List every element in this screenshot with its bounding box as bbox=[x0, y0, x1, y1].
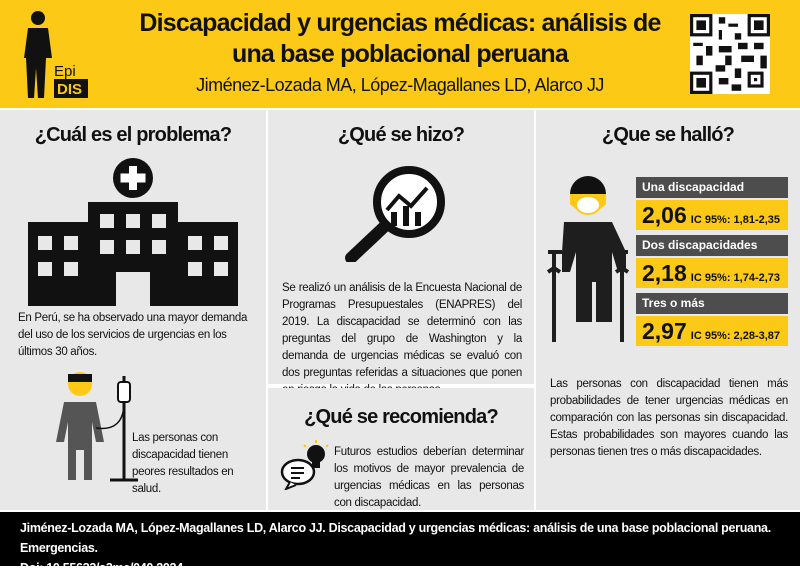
result-label: Tres o más discapacidades bbox=[636, 293, 788, 331]
problem-text-1: En Perú, se ha observado una mayor deman… bbox=[18, 312, 248, 358]
findings-heading: ¿Que se halló? bbox=[601, 124, 735, 146]
result-value: 2,18 bbox=[642, 260, 687, 286]
recommend-heading: ¿Qué se recomienda? bbox=[304, 406, 499, 428]
result-label: Dos discapacidades bbox=[636, 235, 788, 256]
result-ci: IC 95%: 1,81-2,35 bbox=[690, 214, 781, 226]
recommend-text: Futuros estudios deberían determinar los… bbox=[334, 446, 524, 509]
result-value-box: 2,18 IC 95%: 1,74-2,73 bbox=[636, 258, 788, 288]
magnifier-chart-icon bbox=[345, 166, 445, 262]
hospital-icon bbox=[28, 158, 238, 306]
page-title: Discapacidad y urgencias médicas: anális… bbox=[139, 9, 661, 68]
problem-heading: ¿Cuál es el problema? bbox=[34, 124, 232, 146]
result-label: Una discapacidad bbox=[636, 177, 788, 198]
svg-text:DIS: DIS bbox=[57, 81, 82, 98]
findings-text: Las personas con discapacidad tienen más… bbox=[550, 378, 788, 458]
result-value: 2,06 bbox=[642, 202, 687, 228]
methods-heading: ¿Qué se hizo? bbox=[337, 124, 465, 146]
qr-code-icon[interactable] bbox=[690, 14, 770, 94]
citation-line: Jiménez-Lozada MA, López-Magallanes LD, … bbox=[20, 521, 771, 555]
result-ci: IC 95%: 2,28-3,87 bbox=[690, 330, 781, 342]
methods-panel: ¿Qué se hizo? Se realizó un análisis de … bbox=[268, 110, 534, 396]
problem-text-2: Las personas con discapacidad tienen peo… bbox=[132, 432, 234, 495]
idea-chat-icon bbox=[280, 440, 329, 490]
citation-footer: Jiménez-Lozada MA, López-Magallanes LD, … bbox=[0, 512, 800, 575]
doi-line[interactable]: Doi: 10.55633/s3me/040.2024 bbox=[20, 561, 183, 575]
recommend-panel: ¿Qué se recomienda? Futuros estudios deb… bbox=[268, 388, 534, 510]
result-value-box: 2,97 IC 95%: 2,28-3,87 bbox=[636, 316, 788, 346]
result-ci: IC 95%: 1,74-2,73 bbox=[690, 272, 781, 284]
person-crutches-icon bbox=[546, 176, 630, 342]
methods-text: Se realizó un análisis de la Encuesta Na… bbox=[282, 282, 522, 396]
header: Epi DIS Discapacidad y urgencias médicas… bbox=[0, 0, 800, 108]
problem-panel: ¿Cuál es el problema? En Perú, se ha obs… bbox=[0, 110, 266, 510]
svg-text:Epi: Epi bbox=[54, 63, 76, 80]
epidis-logo: Epi DIS bbox=[24, 11, 88, 98]
result-value-box: 2,06 IC 95%: 1,81-2,35 bbox=[636, 200, 788, 230]
result-value: 2,97 bbox=[642, 318, 687, 344]
person-iv-icon bbox=[56, 372, 138, 482]
authors: Jiménez-Lozada MA, López-Magallanes LD, … bbox=[196, 75, 604, 95]
